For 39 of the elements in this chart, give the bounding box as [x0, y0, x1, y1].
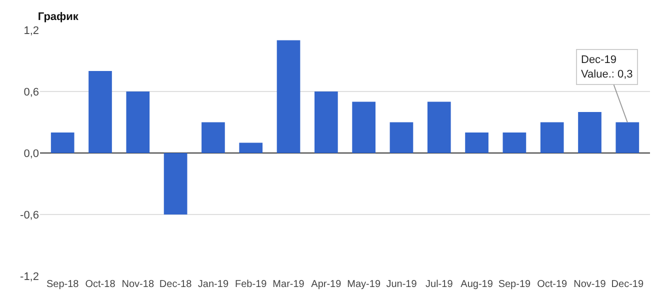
bar: [202, 122, 225, 153]
x-tick-label: Jun-19: [386, 279, 418, 290]
x-tick-label: Dec-19: [611, 279, 644, 290]
annotation: Dec-19 Value.: 0,3: [581, 54, 633, 80]
bar: [427, 102, 451, 153]
y-tick-label: -1,2: [20, 270, 39, 283]
x-tick-label: Jan-19: [198, 279, 229, 290]
bar: [88, 71, 112, 153]
y-tick-label: 0,0: [24, 148, 39, 160]
x-tick-label: Jul-19: [426, 279, 454, 290]
x-tick-label: May-19: [347, 279, 381, 290]
x-tick-label: Aug-19: [460, 279, 494, 290]
y-tick-label: 1,2: [24, 24, 39, 37]
x-tick-label: Sep-19: [498, 279, 531, 290]
x-tick-label: Mar-19: [272, 279, 305, 290]
bar: [314, 92, 338, 153]
bar: [502, 132, 526, 153]
y-tick-label: -0,6: [20, 209, 39, 222]
bar: [616, 122, 640, 153]
bar: [126, 92, 150, 153]
bar: [164, 153, 188, 214]
x-tick-label: Nov-19: [574, 279, 606, 290]
bar: [540, 122, 564, 153]
x-tick-label: Oct-18: [85, 279, 116, 290]
bar: [390, 122, 414, 153]
chart-title: График: [38, 10, 79, 23]
x-tick-label: Nov-18: [122, 279, 154, 290]
x-tick-label: Dec-18: [159, 279, 192, 290]
bar: [352, 102, 376, 153]
bar: [465, 132, 488, 153]
x-tick-label: Sep-18: [46, 279, 80, 290]
bar: [239, 142, 263, 153]
bar: [276, 40, 300, 153]
x-tick-label: Apr-19: [311, 279, 342, 290]
x-tick-label: Oct-19: [537, 279, 568, 290]
y-tick-label: 0,6: [24, 86, 39, 98]
x-tick-label: Feb-19: [235, 279, 268, 290]
bar: [50, 132, 74, 153]
bar: [578, 112, 602, 153]
